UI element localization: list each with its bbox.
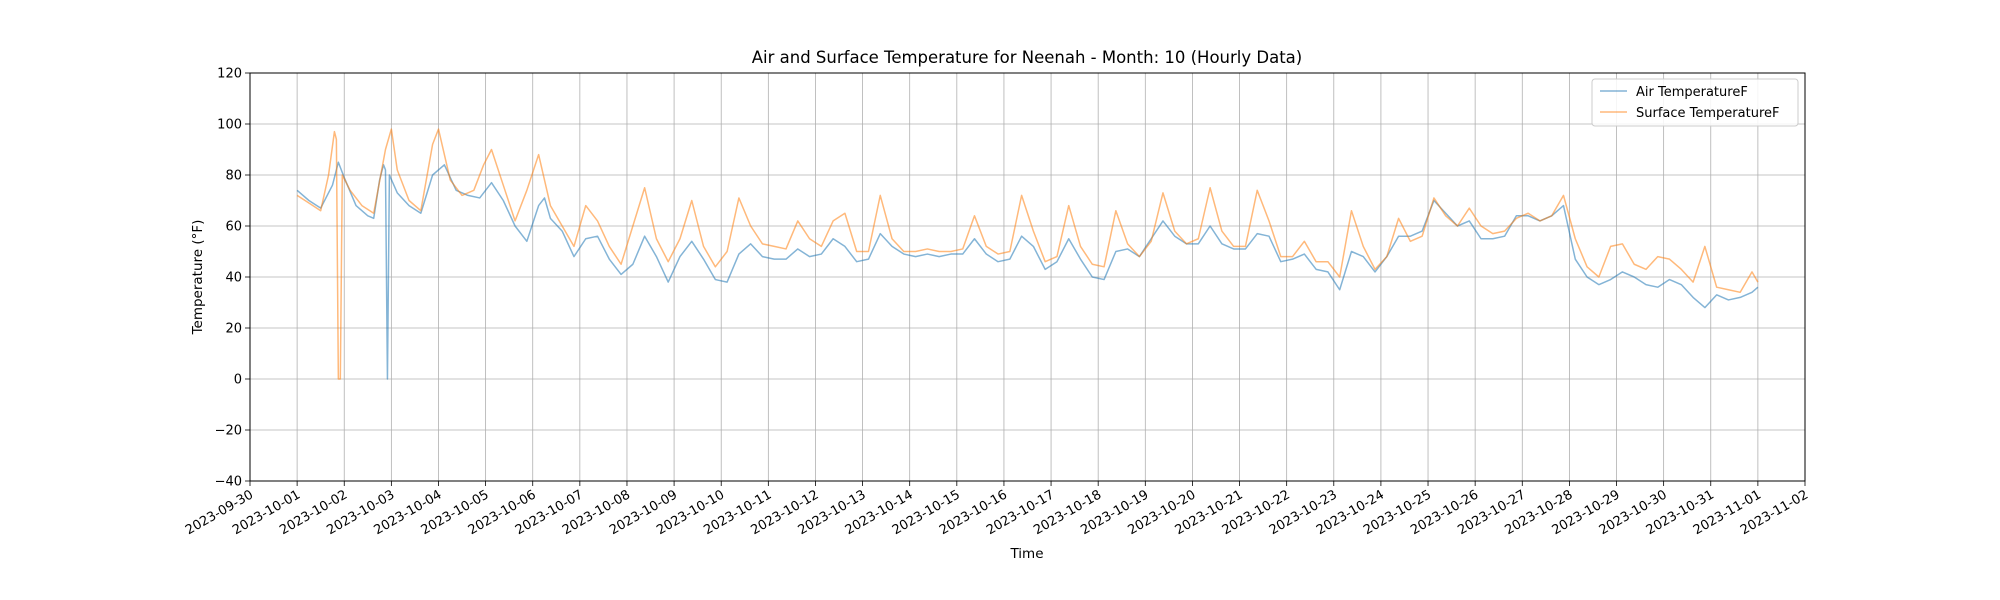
y-axis-label: Temperature (°F) [190,220,206,336]
x-axis-label: Time [1009,546,1043,562]
y-tick-label: 60 [225,220,242,235]
y-tick-label: 40 [225,271,242,286]
air-temperature-line [296,161,1759,380]
legend-label-air: Air TemperatureF [1636,85,1748,100]
y-tick-label: 100 [217,118,242,133]
y-tick-label: 0 [234,373,242,388]
y-tick-label: 120 [217,67,242,82]
chart-title: Air and Surface Temperature for Neenah -… [752,48,1302,67]
legend-label-surface: Surface TemperatureF [1636,106,1779,121]
legend-box [1591,78,1799,127]
y-tick-label: −40 [215,475,242,490]
legend: Air TemperatureF Surface TemperatureF [1591,78,1799,127]
surface-temperature-line [296,128,1759,380]
y-tick-label: 80 [225,169,242,184]
y-tick-label: 20 [225,322,242,337]
y-axis: −40 −20 0 20 40 60 80 100 120 [215,67,250,490]
series-layer [296,128,1759,380]
y-tick-label: −20 [215,424,242,439]
